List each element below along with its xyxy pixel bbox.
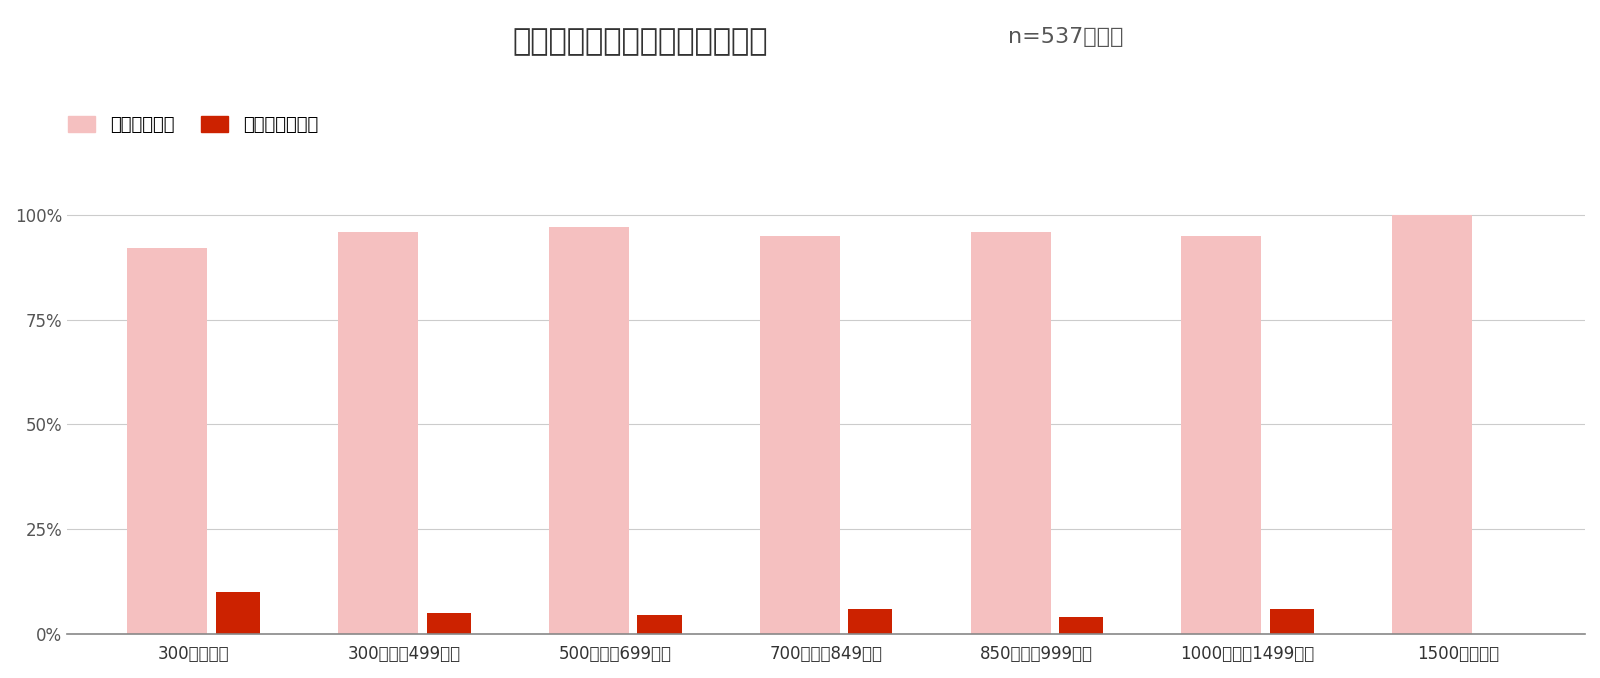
Bar [216,592,259,634]
Bar [128,248,208,634]
Bar [637,615,682,634]
Legend: 意識している, 意識していない: 意識している, 意識していない [61,109,325,142]
Text: 【年収別】健康への意識の割合: 【年収別】健康への意識の割合 [512,27,768,56]
Bar [848,609,893,634]
Bar [1270,609,1314,634]
Bar [971,232,1051,634]
Bar [1392,215,1472,634]
Bar [1181,236,1261,634]
Bar [427,613,470,634]
Text: n=537（人）: n=537（人） [1008,27,1123,47]
Bar [1059,617,1102,634]
Bar [760,236,840,634]
Bar [338,232,418,634]
Bar [549,227,629,634]
